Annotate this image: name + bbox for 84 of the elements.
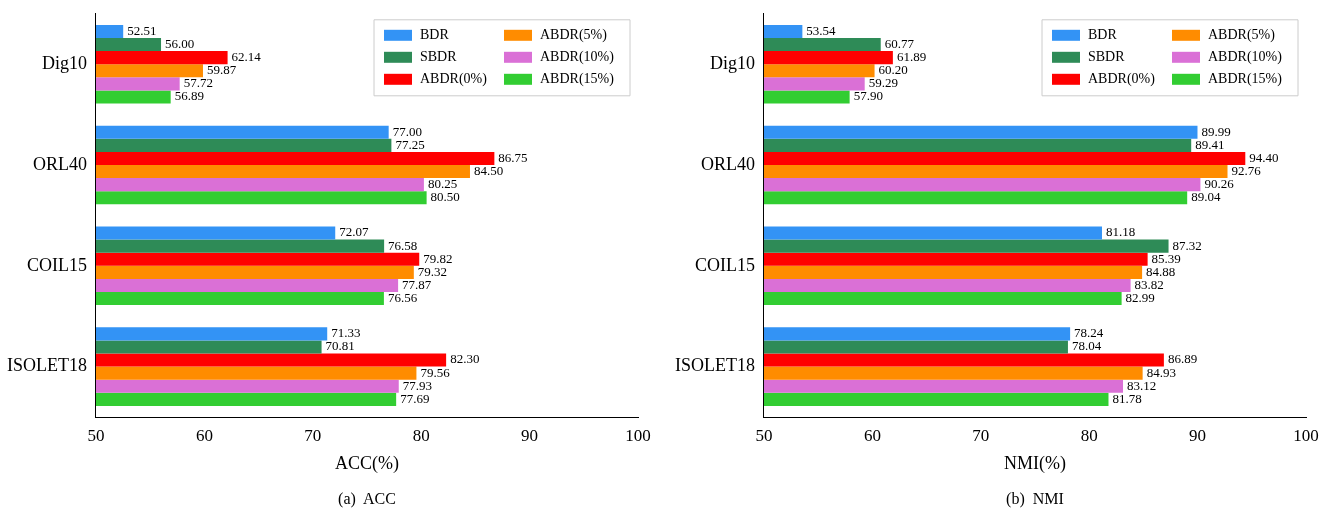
data-label: 86.75 — [498, 149, 528, 165]
data-label: 82.30 — [450, 351, 480, 367]
data-label: 76.58 — [388, 237, 418, 253]
data-label: 77.00 — [392, 123, 422, 139]
data-label: 56.89 — [174, 88, 204, 104]
data-label: 60.77 — [884, 35, 915, 51]
data-label: 85.39 — [1151, 250, 1181, 266]
data-label: 86.89 — [1167, 351, 1198, 367]
legend-label: ABDR(0%) — [420, 71, 488, 88]
data-label: 83.82 — [1134, 276, 1164, 292]
y-tick-label: Dig10 — [709, 52, 755, 73]
y-tick-label: ISOLET18 — [674, 355, 755, 376]
x-tick-label: 50 — [755, 425, 773, 445]
data-label: 52.51 — [127, 22, 157, 38]
legend-label: ABDR(15%) — [1208, 71, 1283, 88]
data-label: 90.26 — [1204, 176, 1235, 192]
x-tick-label: 100 — [1293, 425, 1319, 445]
legend-label: SBDR — [1088, 49, 1126, 65]
data-label: 53.54 — [806, 22, 837, 38]
x-tick-label: 60 — [195, 425, 213, 445]
text: (b) NMI — [1006, 490, 1064, 509]
data-label: 87.32 — [1172, 237, 1202, 253]
legend-label: SBDR — [420, 49, 458, 65]
data-label: 57.90 — [853, 88, 883, 104]
x-tick-label: 100 — [625, 425, 651, 445]
data-label: 78.24 — [1074, 325, 1104, 341]
data-label: 84.88 — [1146, 263, 1176, 279]
data-label: 89.04 — [1191, 189, 1221, 205]
data-label: 80.25 — [427, 176, 458, 192]
data-label: 89.41 — [1195, 136, 1225, 152]
data-label: 77.69 — [400, 390, 430, 406]
data-label: 84.50 — [473, 162, 504, 178]
data-label: 61.89 — [896, 49, 927, 65]
legend-label: ABDR(0%) — [1088, 71, 1156, 88]
data-label: 57.72 — [183, 75, 213, 91]
data-label: 76.56 — [387, 289, 418, 305]
x-axis-title: ACC(%) — [334, 452, 399, 474]
x-axis-title: NMI(%) — [1004, 452, 1066, 474]
data-label: 60.20 — [878, 62, 908, 78]
x-tick-label: 80 — [412, 425, 430, 445]
x-tick-label: 50 — [87, 425, 105, 445]
data-label: 59.87 — [206, 62, 237, 78]
data-label: 77.87 — [402, 276, 432, 292]
data-label: 84.93 — [1146, 364, 1176, 380]
data-label: 59.29 — [868, 75, 898, 91]
data-label: 79.82 — [423, 250, 453, 266]
legend-label: ABDR(10%) — [1208, 49, 1283, 66]
legend-label: BDR — [420, 27, 450, 43]
data-label: 80.50 — [430, 189, 460, 205]
data-label: 79.56 — [420, 364, 451, 380]
data-label: 78.04 — [1071, 338, 1102, 354]
data-label: 82.99 — [1125, 289, 1155, 305]
legend-label: ABDR(5%) — [1208, 27, 1276, 44]
data-label: 94.40 — [1249, 149, 1279, 165]
text: (a) ACC — [338, 490, 396, 509]
x-tick-label: 90 — [521, 425, 539, 445]
y-tick-label: Dig10 — [41, 52, 87, 73]
data-label: 70.81 — [325, 338, 355, 354]
legend-label: ABDR(5%) — [540, 27, 608, 44]
data-label: 81.78 — [1112, 390, 1142, 406]
data-label: 89.99 — [1201, 123, 1231, 139]
x-tick-label: 80 — [1080, 425, 1098, 445]
data-label: 79.32 — [417, 263, 448, 279]
y-tick-label: ORL40 — [700, 153, 755, 174]
data-label: 71.33 — [331, 325, 361, 341]
data-label: 77.93 — [402, 377, 433, 393]
legend-label: BDR — [1088, 27, 1118, 43]
x-tick-label: 60 — [863, 425, 881, 445]
y-tick-label: COIL15 — [694, 254, 755, 275]
data-label: 62.14 — [231, 49, 262, 65]
y-tick-label: ORL40 — [32, 153, 87, 174]
data-label: 72.07 — [339, 224, 369, 240]
y-tick-label: ISOLET18 — [6, 355, 87, 376]
data-label: 56.00 — [165, 35, 195, 51]
data-label: 81.18 — [1105, 224, 1136, 240]
data-label: 92.76 — [1231, 162, 1262, 178]
data-label: 83.12 — [1127, 377, 1157, 393]
x-tick-label: 70 — [972, 425, 990, 445]
x-tick-label: 70 — [304, 425, 322, 445]
x-tick-label: 90 — [1189, 425, 1207, 445]
data-label: 77.25 — [395, 136, 425, 152]
legend-label: ABDR(10%) — [540, 49, 615, 66]
y-tick-label: COIL15 — [26, 254, 87, 275]
legend-label: ABDR(15%) — [540, 71, 615, 88]
